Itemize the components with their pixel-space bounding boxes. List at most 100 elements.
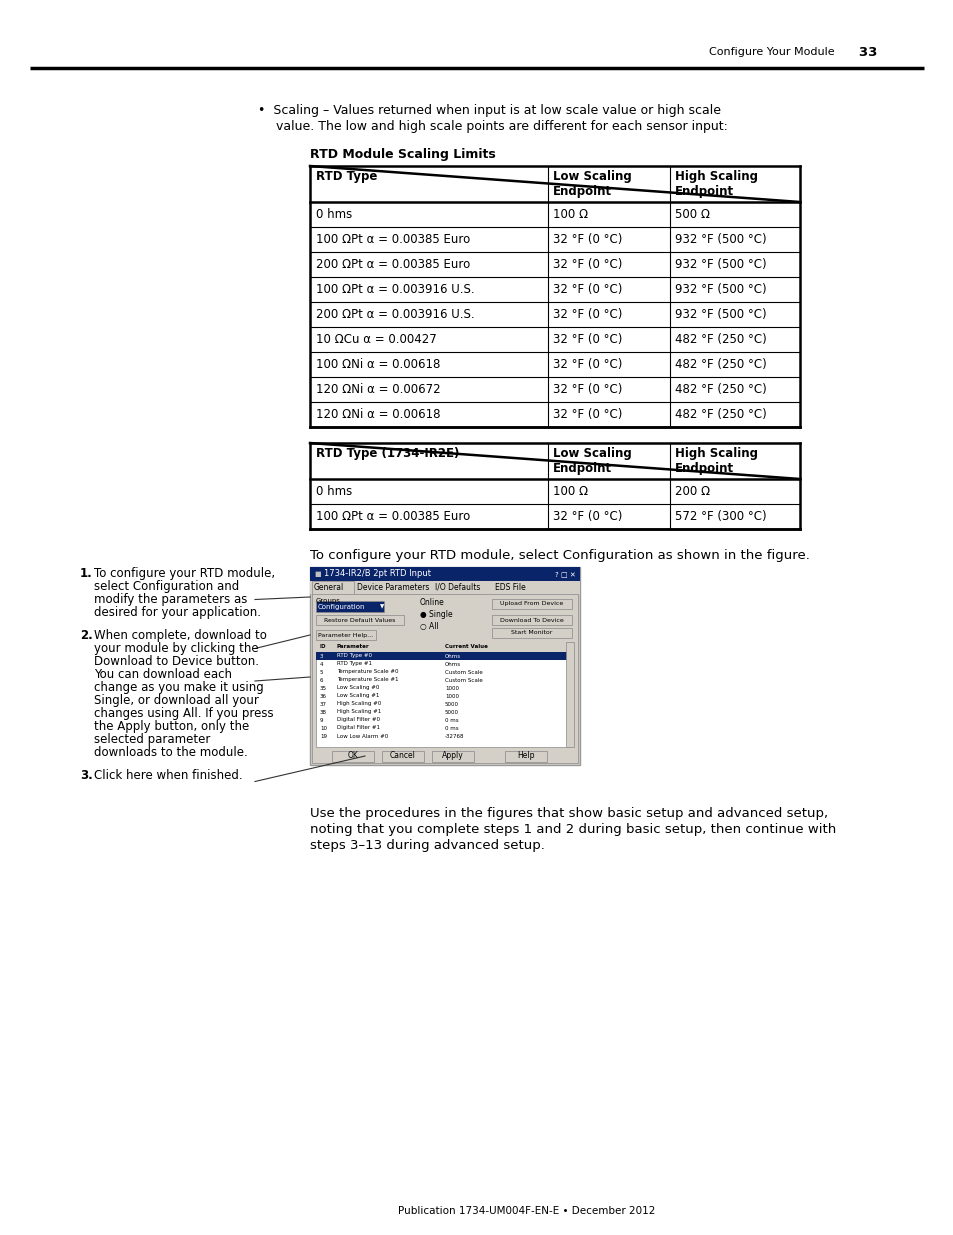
Text: 32 °F (0 °C): 32 °F (0 °C) — [553, 308, 621, 321]
Text: 33: 33 — [844, 46, 877, 58]
Text: the Apply button, only the: the Apply button, only the — [94, 720, 249, 734]
Text: Apply: Apply — [441, 752, 463, 761]
Text: 0 hms: 0 hms — [315, 485, 352, 498]
Text: 100 ΩPt α = 0.00385 Euro: 100 ΩPt α = 0.00385 Euro — [315, 510, 470, 522]
Text: Custom Scale: Custom Scale — [444, 678, 482, 683]
Bar — [310, 567, 579, 764]
Text: 932 °F (500 °C): 932 °F (500 °C) — [675, 233, 766, 246]
Text: 120 ΩNi α = 0.00618: 120 ΩNi α = 0.00618 — [315, 408, 440, 421]
Text: 9: 9 — [319, 718, 323, 722]
Text: 1000: 1000 — [444, 694, 458, 699]
Text: Low Scaling #0: Low Scaling #0 — [336, 685, 379, 690]
Text: Start Monitor: Start Monitor — [511, 631, 552, 636]
Text: Cancel: Cancel — [390, 752, 416, 761]
Bar — [310, 567, 579, 580]
Text: 100 ΩNi α = 0.00618: 100 ΩNi α = 0.00618 — [315, 358, 440, 370]
Text: 482 °F (250 °C): 482 °F (250 °C) — [675, 358, 766, 370]
Text: modify the parameters as: modify the parameters as — [94, 593, 247, 606]
Text: You can download each: You can download each — [94, 668, 232, 680]
Text: select Configuration and: select Configuration and — [94, 580, 239, 593]
Text: 6: 6 — [319, 678, 323, 683]
Text: 32 °F (0 °C): 32 °F (0 °C) — [553, 333, 621, 346]
Text: 4: 4 — [319, 662, 323, 667]
Text: Current Value: Current Value — [444, 645, 487, 650]
Text: To configure your RTD module, select Configuration as shown in the figure.: To configure your RTD module, select Con… — [310, 550, 809, 562]
Bar — [315, 642, 569, 652]
Text: To configure your RTD module,: To configure your RTD module, — [94, 567, 274, 580]
Bar — [315, 615, 403, 625]
Text: 10: 10 — [319, 725, 327, 730]
Text: General: General — [314, 583, 344, 592]
Text: 482 °F (250 °C): 482 °F (250 °C) — [675, 383, 766, 396]
Text: Digital Filter #1: Digital Filter #1 — [336, 725, 379, 730]
Text: Digital Filter #0: Digital Filter #0 — [336, 718, 379, 722]
Text: 3: 3 — [319, 653, 323, 658]
Text: 200 Ω: 200 Ω — [675, 485, 709, 498]
Text: 1734-IR2/B 2pt RTD Input: 1734-IR2/B 2pt RTD Input — [324, 569, 431, 578]
Text: 5000: 5000 — [444, 701, 458, 706]
Bar — [315, 652, 569, 659]
Text: ○ All: ○ All — [419, 622, 438, 631]
Text: Custom Scale: Custom Scale — [444, 669, 482, 674]
Text: 572 °F (300 °C): 572 °F (300 °C) — [675, 510, 766, 522]
Text: 100 ΩPt α = 0.00385 Euro: 100 ΩPt α = 0.00385 Euro — [315, 233, 470, 246]
Text: Temperature Scale #1: Temperature Scale #1 — [336, 678, 398, 683]
Text: 35: 35 — [319, 685, 327, 690]
Text: EDS File: EDS File — [495, 583, 525, 592]
Text: 2.: 2. — [80, 629, 92, 642]
Text: -32768: -32768 — [444, 734, 464, 739]
Text: Download to Device button.: Download to Device button. — [94, 655, 258, 668]
Bar — [312, 594, 578, 763]
Text: 0 ms: 0 ms — [444, 718, 458, 722]
Text: ID: ID — [319, 645, 326, 650]
Text: 100 Ω: 100 Ω — [553, 207, 587, 221]
Text: I/O Defaults: I/O Defaults — [435, 583, 480, 592]
Text: High Scaling #1: High Scaling #1 — [336, 709, 381, 715]
Bar — [312, 580, 354, 595]
Text: RTD Type #1: RTD Type #1 — [336, 662, 372, 667]
Text: Groups: Groups — [315, 598, 340, 604]
Text: 32 °F (0 °C): 32 °F (0 °C) — [553, 258, 621, 270]
Bar — [315, 642, 569, 747]
Text: 0 hms: 0 hms — [315, 207, 352, 221]
Text: 10 ΩCu α = 0.00427: 10 ΩCu α = 0.00427 — [315, 333, 436, 346]
Text: 3.: 3. — [80, 769, 92, 782]
Bar — [492, 629, 572, 638]
Text: 38: 38 — [319, 709, 327, 715]
Text: selected parameter: selected parameter — [94, 734, 211, 746]
Bar — [565, 642, 574, 747]
Text: Device Parameters: Device Parameters — [356, 583, 429, 592]
Bar — [315, 601, 384, 613]
Text: Low Low Alarm #0: Low Low Alarm #0 — [336, 734, 388, 739]
Text: 200 ΩPt α = 0.003916 U.S.: 200 ΩPt α = 0.003916 U.S. — [315, 308, 475, 321]
Text: OK: OK — [347, 752, 358, 761]
Text: steps 3–13 during advanced setup.: steps 3–13 during advanced setup. — [310, 839, 544, 852]
Bar — [310, 580, 579, 594]
Text: 32 °F (0 °C): 32 °F (0 °C) — [553, 383, 621, 396]
Text: 120 ΩNi α = 0.00672: 120 ΩNi α = 0.00672 — [315, 383, 440, 396]
Text: Configuration: Configuration — [317, 604, 365, 610]
Text: 32 °F (0 °C): 32 °F (0 °C) — [553, 283, 621, 296]
Bar — [381, 751, 423, 762]
Text: 200 ΩPt α = 0.00385 Euro: 200 ΩPt α = 0.00385 Euro — [315, 258, 470, 270]
Bar — [432, 751, 474, 762]
Text: 1.: 1. — [80, 567, 92, 580]
Text: RTD Type (1734-IR2E): RTD Type (1734-IR2E) — [315, 447, 459, 459]
Text: 932 °F (500 °C): 932 °F (500 °C) — [675, 308, 766, 321]
Bar — [315, 630, 375, 640]
Text: 932 °F (500 °C): 932 °F (500 °C) — [675, 283, 766, 296]
Text: Help: Help — [517, 752, 535, 761]
Text: Low Scaling #1: Low Scaling #1 — [336, 694, 379, 699]
Text: Publication 1734-UM004F-EN-E • December 2012: Publication 1734-UM004F-EN-E • December … — [398, 1207, 655, 1216]
Text: 5: 5 — [319, 669, 323, 674]
Text: 32 °F (0 °C): 32 °F (0 °C) — [553, 233, 621, 246]
Text: Low Scaling
Endpoint: Low Scaling Endpoint — [553, 170, 631, 198]
Text: Ohms: Ohms — [444, 653, 460, 658]
Text: ■: ■ — [314, 571, 320, 577]
Text: Click here when finished.: Click here when finished. — [94, 769, 242, 782]
Text: noting that you complete steps 1 and 2 during basic setup, then continue with: noting that you complete steps 1 and 2 d… — [310, 823, 836, 836]
Text: 37: 37 — [319, 701, 327, 706]
Text: Online: Online — [419, 598, 444, 606]
Text: Temperature Scale #0: Temperature Scale #0 — [336, 669, 398, 674]
Text: change as you make it using: change as you make it using — [94, 680, 263, 694]
